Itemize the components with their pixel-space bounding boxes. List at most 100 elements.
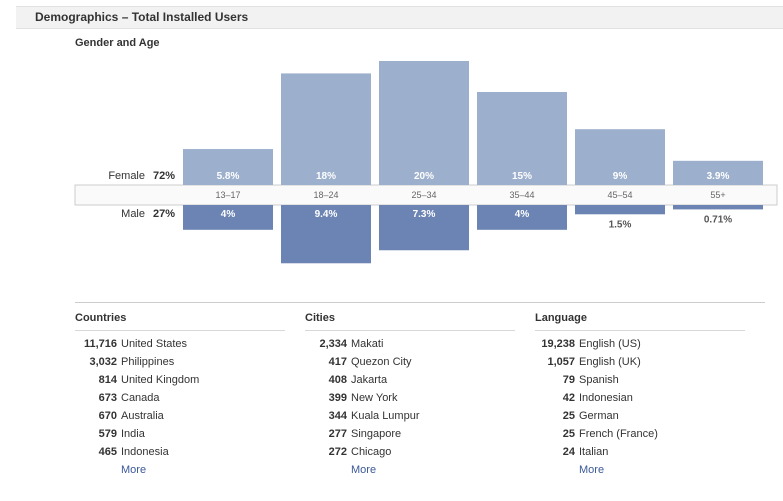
- item-name: India: [121, 428, 145, 440]
- male-bar: [183, 205, 273, 230]
- age-tick-label: 18–24: [313, 190, 338, 200]
- male-bar-label: 7.3%: [413, 209, 436, 220]
- male-total: 27%: [153, 208, 175, 220]
- list-item: 814 United Kingdom: [75, 371, 285, 389]
- item-name: Indonesia: [121, 446, 169, 458]
- list-item: 42 Indonesian: [535, 389, 745, 407]
- item-count: 272: [328, 446, 347, 458]
- item-name: Kuala Lumpur: [351, 410, 420, 422]
- male-series-label: Male: [121, 208, 145, 220]
- list-item: 272 Chicago: [305, 443, 515, 461]
- item-count: 417: [328, 356, 347, 368]
- item-count: 579: [98, 428, 117, 440]
- female-bar: [379, 61, 469, 185]
- list-item: 277 Singapore: [305, 425, 515, 443]
- language-list: Language 19,238 English (US) 1,057 English…: [535, 312, 745, 479]
- male-bar-label: 9.4%: [315, 209, 338, 220]
- list-item: 2,334 Makati: [305, 335, 515, 353]
- female-bar: [575, 129, 665, 185]
- list-item: 673 Canada: [75, 389, 285, 407]
- item-count: 24: [562, 446, 575, 458]
- language-more-link[interactable]: More: [579, 464, 605, 476]
- list-item: 19,238 English (US): [535, 335, 745, 353]
- item-name: Singapore: [351, 428, 402, 440]
- male-bar: [281, 205, 371, 264]
- item-count: 277: [328, 428, 347, 440]
- age-tick-label: 45–54: [607, 190, 632, 200]
- item-count: 3,032: [89, 356, 117, 368]
- list-item: 1,057 English (UK): [535, 353, 745, 371]
- list-item: 24 Italian: [535, 443, 745, 461]
- age-tick-label: 55+: [710, 190, 725, 200]
- item-name: Italian: [579, 446, 609, 458]
- male-bar: [673, 205, 763, 210]
- female-bar: [281, 73, 371, 185]
- section-header: Demographics – Total Installed Users: [16, 6, 783, 29]
- list-item: 79 Spanish: [535, 371, 745, 389]
- item-count: 399: [328, 392, 347, 404]
- female-bar-label: 9%: [613, 171, 628, 182]
- list-item: 417 Quezon City: [305, 353, 515, 371]
- female-bar: [477, 92, 567, 185]
- item-count: 25: [562, 428, 575, 440]
- item-name: German: [579, 410, 619, 422]
- list-item: 408 Jakarta: [305, 371, 515, 389]
- female-bar-label: 3.9%: [707, 171, 730, 182]
- item-name: United Kingdom: [121, 374, 200, 386]
- female-bar-label: 15%: [512, 171, 532, 182]
- list-item: 25 German: [535, 407, 745, 425]
- item-name: Quezon City: [351, 356, 412, 368]
- item-count: 25: [562, 410, 575, 422]
- item-count: 814: [98, 374, 117, 386]
- item-name: Jakarta: [351, 374, 388, 386]
- cities-list: Cities 2,334 Makati 417 Quezon City 408 Jak…: [305, 312, 515, 479]
- male-bar-label: 4%: [515, 209, 530, 220]
- male-bar: [379, 205, 469, 251]
- male-bar: [575, 205, 665, 215]
- female-series-label: Female: [108, 170, 145, 182]
- item-count: 408: [328, 374, 347, 386]
- item-name: United States: [121, 338, 188, 350]
- age-tick-label: 25–34: [411, 190, 436, 200]
- item-name: New York: [351, 392, 398, 404]
- age-tick-label: 13–17: [215, 190, 240, 200]
- list-item: 3,032 Philippines: [75, 353, 285, 371]
- list-item: 670 Australia: [75, 407, 285, 425]
- item-name: Chicago: [351, 446, 392, 458]
- item-count: 465: [98, 446, 117, 458]
- female-bar-label: 20%: [414, 171, 434, 182]
- item-name: Makati: [351, 338, 384, 350]
- chart-title: Gender and Age: [75, 37, 160, 49]
- male-bar: [477, 205, 567, 230]
- language-title: Language: [535, 312, 745, 331]
- item-name: English (US): [579, 338, 641, 350]
- list-item: 11,716 United States: [75, 335, 285, 353]
- item-count: 42: [562, 392, 575, 404]
- item-count: 344: [328, 410, 347, 422]
- female-total: 72%: [153, 170, 175, 182]
- female-bar-label: 18%: [316, 171, 336, 182]
- cities-title: Cities: [305, 312, 515, 331]
- item-name: Philippines: [121, 356, 175, 368]
- section-title: Demographics – Total Installed Users: [35, 10, 249, 24]
- female-bar: [673, 160, 763, 185]
- item-count: 2,334: [319, 338, 347, 350]
- female-bar-label: 5.8%: [217, 171, 240, 182]
- list-item: 465 Indonesia: [75, 443, 285, 461]
- list-item: 399 New York: [305, 389, 515, 407]
- item-count: 670: [98, 410, 117, 422]
- countries-title: Countries: [75, 312, 285, 331]
- item-count: 19,238: [541, 338, 575, 350]
- item-name: French (France): [579, 428, 658, 440]
- male-bar-label: 1.5%: [609, 219, 632, 230]
- countries-more-link[interactable]: More: [121, 464, 147, 476]
- female-bar: [183, 149, 273, 185]
- item-count: 11,716: [83, 338, 117, 350]
- male-bar-label: 0.71%: [704, 214, 732, 225]
- item-count: 79: [562, 374, 575, 386]
- cities-more-link[interactable]: More: [351, 464, 377, 476]
- item-name: English (UK): [579, 356, 641, 368]
- age-tick-label: 35–44: [509, 190, 534, 200]
- item-name: Canada: [121, 392, 160, 404]
- list-item: 579 India: [75, 425, 285, 443]
